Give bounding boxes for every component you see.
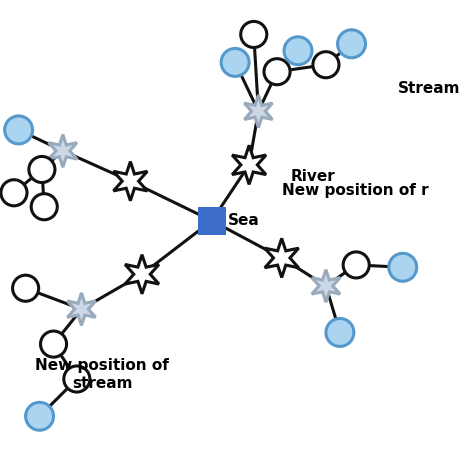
Polygon shape (244, 95, 273, 128)
Circle shape (343, 252, 369, 278)
Circle shape (1, 180, 27, 206)
Polygon shape (113, 162, 147, 201)
Text: New position of
stream: New position of stream (36, 358, 169, 391)
Text: River: River (291, 169, 336, 184)
Polygon shape (67, 293, 96, 326)
Circle shape (241, 21, 267, 47)
Circle shape (5, 116, 33, 144)
Circle shape (29, 156, 55, 182)
Circle shape (313, 52, 339, 78)
Circle shape (40, 331, 66, 357)
Text: Stream: Stream (398, 81, 461, 95)
Text: New position of r: New position of r (282, 183, 428, 198)
Text: Sea: Sea (228, 213, 260, 228)
Circle shape (13, 275, 39, 301)
Circle shape (389, 253, 417, 281)
Polygon shape (232, 145, 266, 184)
Circle shape (26, 402, 54, 430)
Circle shape (284, 37, 312, 65)
Polygon shape (49, 135, 77, 167)
Circle shape (264, 59, 290, 85)
Polygon shape (265, 238, 299, 277)
Circle shape (221, 48, 249, 76)
Circle shape (326, 319, 354, 346)
Bar (198, 207, 226, 235)
Polygon shape (312, 270, 340, 302)
Circle shape (31, 194, 57, 220)
Polygon shape (125, 255, 159, 294)
Circle shape (337, 30, 365, 58)
Circle shape (64, 366, 90, 392)
